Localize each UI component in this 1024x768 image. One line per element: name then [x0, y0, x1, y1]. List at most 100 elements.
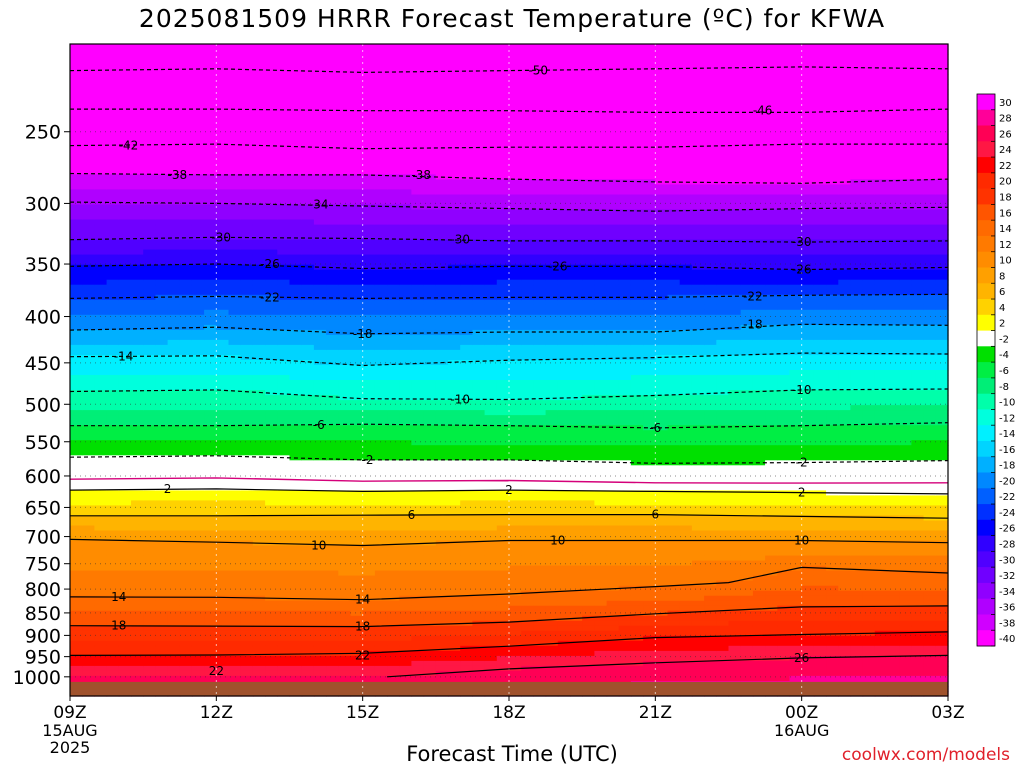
field-cell: [289, 264, 303, 271]
field-cell: [228, 124, 242, 130]
field-cell: [448, 525, 461, 532]
field-cell: [228, 480, 242, 486]
field-cell: [509, 580, 522, 587]
field-cell: [472, 495, 486, 501]
field-cell: [374, 655, 388, 662]
field-cell: [496, 209, 510, 216]
field-cell: [496, 550, 510, 557]
field-cell: [179, 209, 193, 216]
field-cell: [460, 119, 473, 125]
field-cell: [301, 570, 315, 577]
field-cell: [277, 355, 291, 361]
field-cell: [496, 169, 510, 175]
field-cell: [460, 455, 473, 461]
field-cell: [191, 645, 205, 652]
field-cell: [118, 650, 132, 657]
field-cell: [326, 570, 339, 577]
field-cell: [533, 184, 547, 190]
field-cell: [484, 279, 498, 286]
field-cell: [216, 665, 230, 672]
field-cell: [362, 154, 376, 160]
field-cell: [326, 510, 339, 516]
field-cell: [411, 174, 425, 180]
field-cell: [228, 565, 242, 572]
field-cell: [191, 199, 205, 206]
field-cell: [350, 139, 364, 145]
field-cell: [143, 164, 156, 170]
field-cell: [387, 545, 400, 552]
field-cell: [289, 585, 303, 592]
field-cell: [228, 545, 242, 552]
field-cell: [423, 134, 437, 140]
field-cell: [155, 209, 169, 216]
field-cell: [228, 209, 242, 216]
field-cell: [252, 500, 266, 506]
field-cell: [350, 525, 364, 532]
field-cell: [277, 249, 291, 256]
field-cell: [70, 179, 83, 185]
field-cell: [301, 375, 315, 381]
field-cell: [118, 550, 132, 557]
field-cell: [204, 655, 217, 662]
field-cell: [167, 164, 181, 170]
field-cell: [106, 505, 120, 511]
field-cell: [228, 590, 242, 597]
field-cell: [289, 675, 303, 682]
field-cell: [399, 545, 413, 552]
field-cell: [167, 550, 181, 557]
field-cell: [411, 349, 425, 356]
field-cell: [143, 570, 156, 577]
field-cell: [118, 595, 132, 602]
field-cell: [521, 595, 534, 602]
field-cell: [472, 665, 486, 672]
field-cell: [326, 99, 339, 105]
field-cell: [167, 109, 181, 115]
field-cell: [82, 635, 95, 642]
field-cell: [496, 269, 510, 276]
field-cell: [82, 515, 95, 521]
field-cell: [70, 665, 83, 672]
field-cell: [82, 650, 95, 657]
field-cell: [472, 480, 486, 486]
field-cell: [143, 299, 156, 306]
field-cell: [70, 89, 83, 95]
field-cell: [472, 164, 486, 170]
field-cell: [94, 385, 108, 391]
field-cell: [509, 475, 522, 481]
field-cell: [350, 119, 364, 125]
field-cell: [191, 575, 205, 582]
field-cell: [448, 440, 461, 446]
field-cell: [289, 430, 303, 436]
field-cell: [472, 385, 486, 391]
field-cell: [533, 309, 547, 316]
field-cell: [484, 585, 498, 592]
field-cell: [106, 590, 120, 597]
field-cell: [179, 329, 193, 336]
field-cell: [387, 665, 400, 672]
field-cell: [399, 334, 413, 341]
field-cell: [374, 495, 388, 501]
field-cell: [496, 164, 510, 170]
field-cell: [448, 114, 461, 120]
field-cell: [228, 505, 242, 511]
field-cell: [277, 54, 291, 60]
field-cell: [301, 410, 315, 416]
field-cell: [179, 109, 193, 115]
field-cell: [387, 635, 400, 642]
field-cell: [423, 229, 437, 236]
field-cell: [496, 395, 510, 401]
field-cell: [228, 470, 242, 476]
field-cell: [399, 344, 413, 351]
field-cell: [265, 635, 278, 642]
field-cell: [472, 670, 486, 677]
field-cell: [484, 149, 498, 155]
field-cell: [155, 470, 169, 476]
field-cell: [460, 550, 473, 557]
field-cell: [350, 355, 364, 361]
field-cell: [179, 314, 193, 321]
field-cell: [118, 640, 132, 647]
field-cell: [350, 580, 364, 587]
field-cell: [70, 279, 83, 286]
field-cell: [496, 189, 510, 195]
field-cell: [216, 239, 230, 246]
